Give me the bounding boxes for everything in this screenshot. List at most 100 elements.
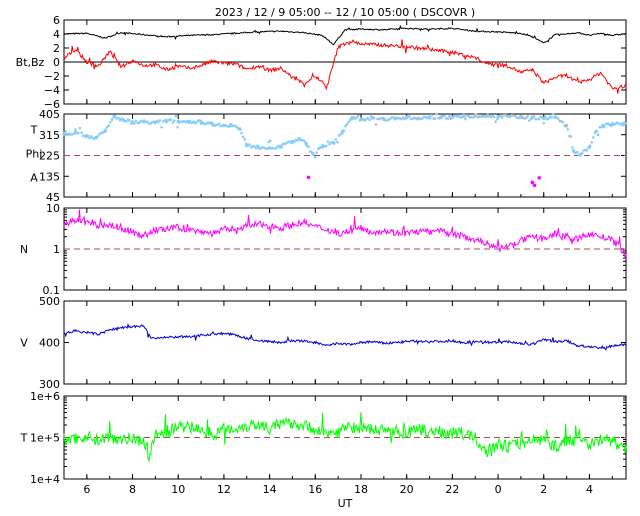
data-point [256,144,259,147]
y-tick-label: 405 [39,108,60,121]
data-point [217,122,221,126]
data-point [430,113,434,117]
data-point [603,125,606,128]
series-line-bt [63,24,627,46]
x-tick-label: 18 [354,483,368,496]
y-axis-label: T [20,432,28,445]
data-point [420,117,424,121]
data-point [268,139,272,143]
y-tick-label: 1e+4 [30,473,60,486]
data-point [165,121,168,124]
y-axis-label: T [30,124,38,137]
y-axis-label: N [20,243,28,256]
x-tick-label: 22 [445,483,459,496]
data-point [267,146,272,150]
data-point [64,130,67,133]
data-point [496,117,499,121]
panel-angle: 405 315 225 135 45 T Phi A [26,108,627,204]
data-point [435,112,438,116]
y-axis-label: V [20,337,28,350]
data-point [596,133,600,137]
data-point [571,146,574,149]
data-point [241,135,245,139]
y-tick-label: 400 [39,337,60,350]
y-tick-label: 0 [53,56,60,69]
data-point [332,142,336,145]
y-tick-label: −2 [44,70,60,83]
data-point [240,131,243,135]
data-point [590,140,594,144]
data-point [446,117,450,120]
data-point [569,135,573,138]
data-point [292,140,296,143]
data-point [134,119,138,123]
data-point [347,120,350,124]
data-point [576,150,579,154]
y-tick-label: 10 [46,202,60,215]
data-point [96,135,99,138]
panel-density: 10 1 0.1 N [20,202,627,297]
data-point [313,155,317,159]
data-point [556,117,560,120]
data-point [579,153,582,157]
y-tick-label: 1e+6 [30,390,60,403]
data-point [238,127,242,130]
data-point [176,125,179,129]
data-point [121,118,125,121]
data-point [433,117,437,120]
data-point [173,119,176,122]
data-point [83,134,87,137]
data-point [125,120,128,123]
data-point [532,183,537,188]
data-point [345,122,349,126]
data-point [566,128,570,131]
data-point [368,118,371,122]
x-tick-label: 10 [171,483,185,496]
data-point [403,117,406,121]
data-point [528,119,531,122]
y-tick-label: −4 [44,84,60,97]
panel-temperature: 1e+6 1e+5 1e+4 6 8 10 12 14 16 18 20 22 0 2 4 T [20,390,627,496]
data-point [195,120,199,124]
data-point [307,145,310,149]
data-point [340,132,344,135]
series-line-n [63,209,627,259]
y-tick-label: 500 [39,295,60,308]
data-point [428,117,432,120]
data-point [427,115,430,119]
data-point [315,151,318,154]
data-point [564,125,568,128]
data-point [494,120,498,123]
data-point [500,116,504,119]
data-point [460,115,464,119]
y-axis-label: A [30,172,38,185]
data-point [537,176,541,180]
data-point [544,115,547,119]
data-point [235,125,239,129]
x-tick-label: 14 [263,483,277,496]
data-point [619,122,622,125]
data-point [296,139,299,142]
data-point [113,114,117,118]
data-point [462,113,466,117]
data-point [310,151,314,154]
data-point [372,116,376,120]
data-point [248,143,251,146]
data-point [118,118,122,122]
data-point [609,124,613,128]
series-line-t [63,412,627,463]
data-point [73,128,77,131]
data-point [472,116,475,119]
y-tick-label: 2 [53,42,60,55]
data-point [400,117,403,121]
data-point [344,124,347,128]
data-point [163,118,167,122]
data-point [336,140,339,144]
data-point [243,138,247,141]
data-point [580,151,584,155]
data-point [595,129,598,133]
data-point [174,114,178,118]
y-tick-label: 1e+5 [30,432,60,445]
